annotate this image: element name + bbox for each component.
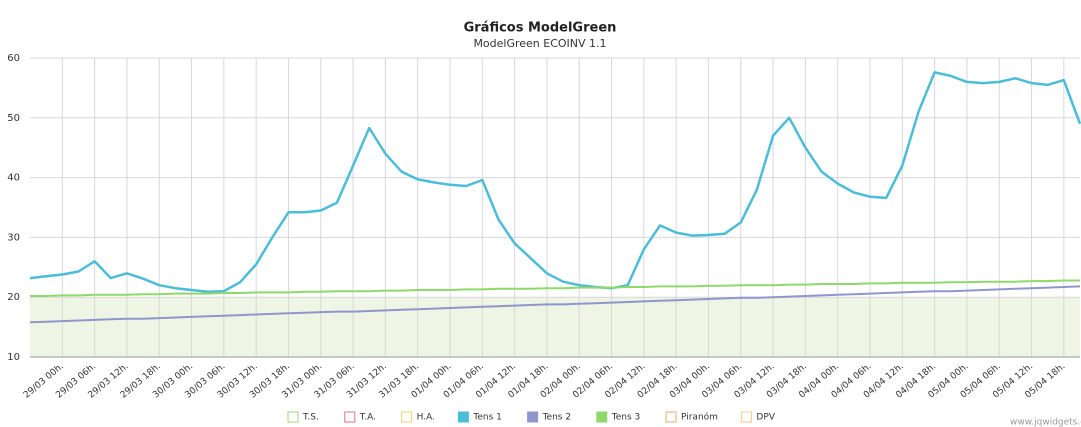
legend-label: T.S.	[302, 413, 319, 423]
legend-swatch	[401, 411, 413, 423]
series-line	[30, 279, 1080, 297]
legend-swatch	[665, 411, 677, 423]
legend-swatch	[740, 411, 752, 423]
y-tick-label: 30	[7, 232, 20, 243]
legend-swatch	[457, 411, 469, 423]
y-tick-label: 50	[7, 113, 20, 124]
series-line	[29, 71, 1081, 294]
legend-swatch	[344, 411, 356, 423]
series-line	[29, 285, 1081, 324]
legend-label: Tens 3	[611, 413, 641, 423]
legend-label: H.A.	[417, 413, 435, 423]
y-tick-label: 60	[7, 53, 20, 64]
y-tick-label: 20	[7, 292, 20, 303]
credit: www.jqwidgets.com	[1010, 418, 1081, 427]
legend-label: Tens 1	[472, 413, 502, 423]
chart-title: Gráficos ModelGreen	[464, 21, 617, 36]
y-tick-label: 10	[7, 352, 20, 363]
y-tick-label: 40	[7, 173, 20, 184]
legend-swatch	[527, 411, 539, 423]
legend-label: DPV	[756, 413, 775, 423]
legend-label: Piranóm	[681, 412, 718, 423]
legend-swatch	[596, 411, 608, 423]
plot-band	[30, 297, 1080, 357]
chart-subtitle: ModelGreen ECOINV 1.1	[473, 37, 606, 50]
legend-label: Tens 2	[542, 413, 572, 423]
legend-swatch	[287, 411, 299, 423]
legend-label: T.A.	[359, 413, 376, 423]
